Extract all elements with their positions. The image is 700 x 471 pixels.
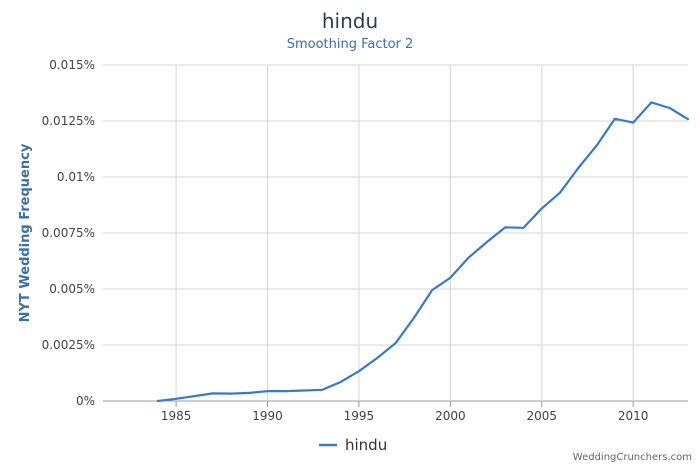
data-point[interactable] <box>338 379 344 385</box>
y-axis-ticks: 0% 0.0025% 0.005% 0.0075% 0.01% 0.0125% 0.015% <box>42 58 95 408</box>
data-point[interactable] <box>411 315 417 321</box>
y-axis-label: NYT Wedding Frequency <box>18 143 33 322</box>
data-point[interactable] <box>356 368 362 374</box>
data-point[interactable] <box>283 388 289 394</box>
data-point[interactable] <box>210 390 216 396</box>
x-axis-ticks: 1985 1990 1995 2000 2005 2010 <box>161 401 649 423</box>
data-point[interactable] <box>301 388 307 394</box>
y-tick-label: 0.0075% <box>42 226 95 240</box>
y-tick-label: 0.015% <box>49 58 95 72</box>
x-tick-label: 1985 <box>161 409 192 423</box>
x-tick-label: 1995 <box>344 409 375 423</box>
data-point[interactable] <box>466 255 472 261</box>
x-tick-label: 1990 <box>252 409 283 423</box>
data-point[interactable] <box>521 225 527 231</box>
watermark: WeddingCrunchers.com <box>573 452 692 463</box>
data-point[interactable] <box>155 398 161 404</box>
x-tick-label: 2005 <box>526 409 557 423</box>
data-point[interactable] <box>667 105 673 111</box>
data-point[interactable] <box>539 205 545 211</box>
data-point[interactable] <box>429 287 435 293</box>
y-tick-label: 0.005% <box>49 282 95 296</box>
legend[interactable]: hindu <box>319 436 387 454</box>
data-point[interactable] <box>265 388 271 394</box>
y-tick-label: 0.01% <box>57 170 95 184</box>
grid <box>103 64 688 402</box>
legend-label-hindu[interactable]: hindu <box>345 436 387 454</box>
data-point[interactable] <box>685 116 691 122</box>
chart-subtitle: Smoothing Factor 2 <box>287 37 414 52</box>
series-line-hindu[interactable] <box>156 101 690 403</box>
data-point[interactable] <box>447 275 453 281</box>
data-point[interactable] <box>557 190 563 196</box>
data-point[interactable] <box>630 120 636 126</box>
data-point[interactable] <box>246 390 252 396</box>
data-point[interactable] <box>173 396 179 402</box>
data-point[interactable] <box>393 340 399 346</box>
data-point[interactable] <box>374 355 380 361</box>
data-point[interactable] <box>228 391 234 397</box>
data-point[interactable] <box>594 143 600 149</box>
data-point[interactable] <box>319 387 325 393</box>
y-tick-label: 0% <box>76 394 95 408</box>
x-tick-label: 2000 <box>435 409 466 423</box>
data-point[interactable] <box>612 116 618 122</box>
data-point[interactable] <box>575 165 581 171</box>
y-tick-label: 0.0025% <box>42 338 95 352</box>
series-layer <box>155 99 691 404</box>
data-point[interactable] <box>502 224 508 230</box>
data-point[interactable] <box>648 99 654 105</box>
x-tick-label: 2010 <box>618 409 649 423</box>
y-tick-label: 0.0125% <box>42 114 95 128</box>
data-point[interactable] <box>191 393 197 399</box>
chart-title: hindu <box>322 9 378 33</box>
data-point[interactable] <box>484 239 490 245</box>
